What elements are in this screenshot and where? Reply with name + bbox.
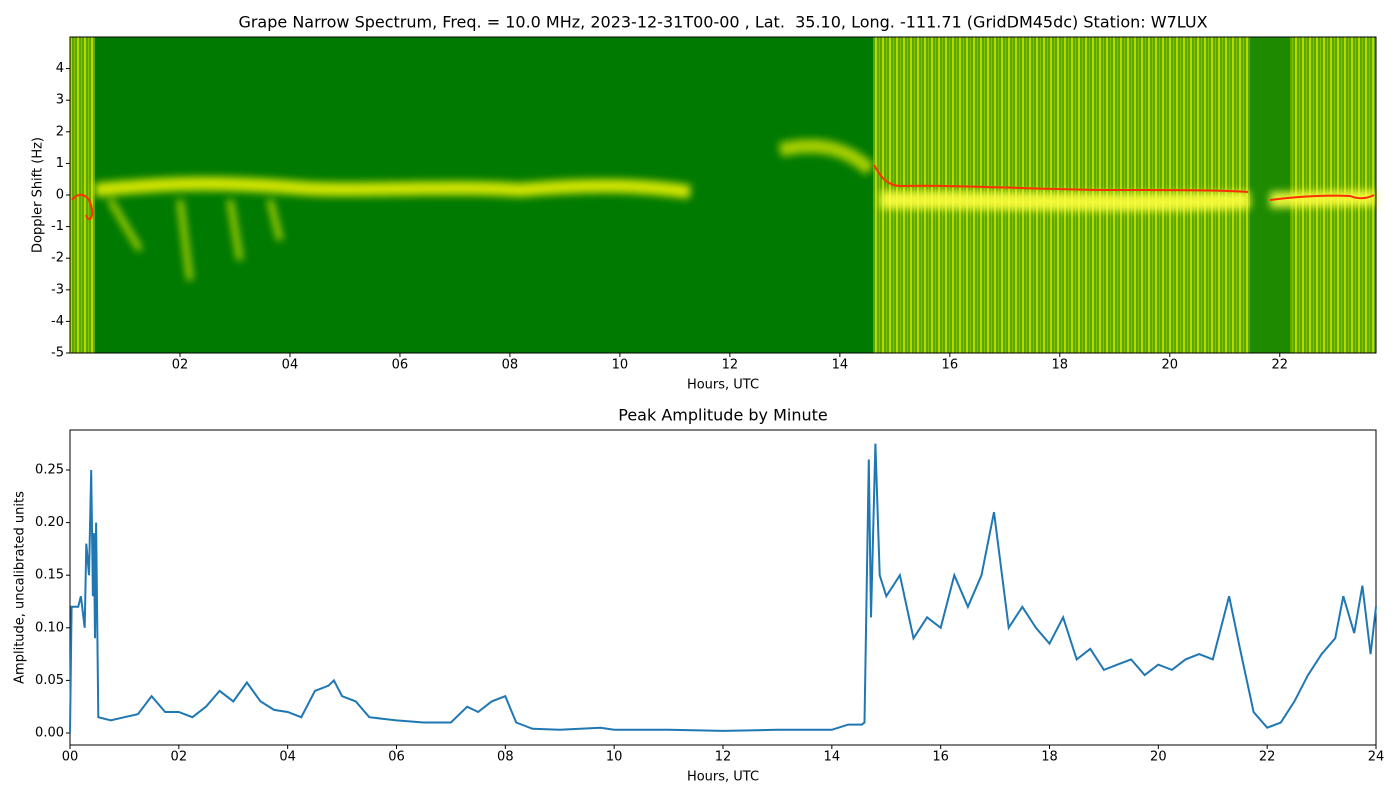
x-tick-label: 16 [932,750,949,765]
y-tick-label: 2 [56,124,64,139]
x-tick-label: 08 [497,750,514,765]
x-axis-label: Hours, UTC [687,378,759,393]
plot-frame [69,429,1377,746]
y-tick-label: 0.20 [35,515,64,530]
y-tick-label: 3 [56,93,64,108]
y-tick-label: -4 [51,314,64,329]
x-tick-label: 14 [832,358,849,373]
x-tick-label: 12 [715,750,732,765]
chart-title: Peak Amplitude by Minute [618,406,828,425]
x-tick-label: 02 [171,750,188,765]
x-tick-label: 08 [502,358,519,373]
y-tick-label: -5 [51,346,64,361]
x-tick-label: 06 [392,358,409,373]
y-axis-label: Doppler Shift (Hz) [31,137,46,253]
amplitude-line [69,443,1377,734]
x-tick-label: 24 [1368,750,1385,765]
x-tick-label: 00 [62,750,79,765]
chart-title: Grape Narrow Spectrum, Freq. = 10.0 MHz,… [238,13,1207,32]
y-tick-label: -1 [51,219,64,234]
x-tick-label: 18 [1052,358,1069,373]
x-tick-label: 22 [1271,358,1288,373]
y-tick-label: 0.00 [35,726,64,741]
x-tick-label: 20 [1162,358,1179,373]
y-tick-label: 4 [56,61,64,76]
x-tick-label: 18 [1041,750,1058,765]
x-tick-label: 04 [279,750,296,765]
y-tick-label: 0 [56,188,64,203]
y-tick-label: 0.15 [35,568,64,583]
x-tick-label: 04 [282,358,299,373]
y-tick-label: -2 [51,251,64,266]
y-tick-label: -3 [51,282,64,297]
y-axis-label: Amplitude, uncalibrated units [13,491,28,684]
x-tick-label: 06 [388,750,405,765]
x-tick-label: 02 [172,358,189,373]
x-tick-label: 10 [612,358,629,373]
x-axis-label: Hours, UTC [687,770,759,785]
x-tick-label: 12 [722,358,739,373]
x-tick-label: 10 [606,750,623,765]
y-tick-label: 0.25 [35,462,64,477]
x-tick-label: 22 [1259,750,1276,765]
spectrogram-image [70,37,1377,353]
x-tick-label: 14 [824,750,841,765]
y-tick-label: 0.10 [35,620,64,635]
x-tick-label: 16 [942,358,959,373]
y-tick-label: 1 [56,156,64,171]
y-tick-label: 0.05 [35,673,64,688]
x-tick-label: 20 [1150,750,1167,765]
